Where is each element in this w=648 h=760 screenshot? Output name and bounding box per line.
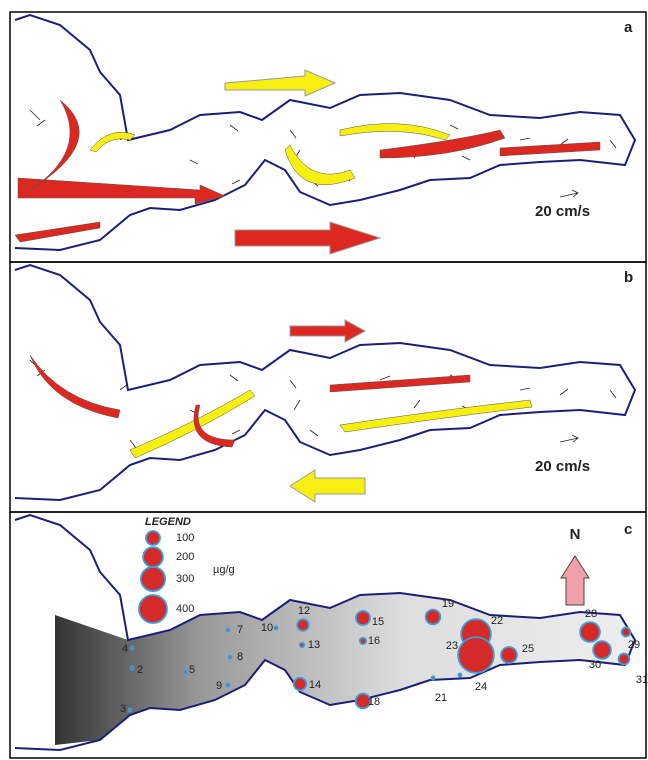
station-label: 28	[585, 608, 597, 620]
flow-arrow	[285, 145, 355, 185]
station-marker	[297, 619, 309, 631]
station-label: 29	[628, 639, 640, 651]
station-label: 30	[589, 659, 601, 671]
station-label: 23	[446, 640, 458, 652]
scale-arrow	[560, 190, 578, 197]
red-arrow	[235, 222, 380, 254]
legend-value: 300	[176, 573, 194, 585]
station-marker	[356, 611, 370, 625]
legend-value: 400	[176, 603, 194, 615]
station-marker	[226, 628, 229, 631]
station-label: 3	[120, 703, 126, 715]
station-marker	[458, 673, 461, 676]
station-label: 14	[309, 679, 321, 691]
panel-label: a	[624, 19, 633, 36]
station-label: 15	[372, 616, 384, 628]
station-label: 12	[298, 605, 310, 617]
station-marker	[130, 646, 133, 649]
station-label: 24	[475, 681, 487, 693]
station-marker	[593, 641, 611, 659]
north-arrow	[561, 556, 589, 605]
north-label: N	[570, 526, 581, 543]
station-marker	[501, 647, 517, 663]
station-label: 13	[308, 639, 320, 651]
station-label: 22	[491, 615, 503, 627]
station-marker	[580, 622, 600, 642]
station-marker	[622, 628, 631, 637]
station-label: 19	[442, 598, 454, 610]
flow-arrow	[500, 142, 600, 156]
station-label: 2	[137, 664, 143, 676]
legend-unit: µg/g	[213, 564, 235, 576]
station-label: 9	[216, 680, 222, 692]
scale-label: 20 cm/s	[535, 458, 590, 475]
legend-symbol	[143, 547, 163, 567]
station-marker	[458, 637, 494, 673]
flow-arrow	[340, 124, 450, 140]
legend-title: LEGEND	[145, 516, 191, 528]
red-arrow	[290, 320, 365, 342]
station-marker	[226, 683, 229, 686]
station-marker	[130, 666, 133, 669]
station-label: 4	[122, 643, 128, 655]
legend-symbol	[139, 595, 167, 623]
figure: 20 cm/s a 20 cm/s b N c LEGEND µg/g	[0, 0, 648, 760]
station-label: 10	[261, 622, 273, 634]
yellow-arrow	[225, 70, 335, 96]
station-label: 21	[435, 692, 447, 704]
station-marker	[360, 638, 366, 644]
legend-value: 100	[176, 532, 194, 544]
panel-c: N c LEGEND µg/g 100200300400234578910121…	[10, 512, 648, 758]
station-marker	[228, 655, 231, 658]
station-marker	[426, 610, 441, 625]
station-label: 16	[368, 635, 380, 647]
station-marker	[300, 643, 304, 647]
legend-value: 200	[176, 551, 194, 563]
panel-b: 20 cm/s b	[10, 262, 646, 512]
station-label: 8	[237, 651, 243, 663]
panel-label: b	[624, 269, 633, 286]
station-label: 25	[522, 643, 534, 655]
flow-arrow	[340, 400, 532, 432]
station-label: 7	[237, 624, 243, 636]
scale-label: 20 cm/s	[535, 203, 590, 220]
station-label: 31	[636, 674, 648, 686]
legend-symbol	[141, 567, 165, 591]
station-marker	[128, 708, 131, 711]
station-label: 18	[368, 696, 380, 708]
station-label: 5	[189, 664, 195, 676]
yellow-arrow	[290, 470, 365, 502]
scale-arrow	[560, 435, 578, 442]
flow-arrow	[30, 100, 79, 190]
flow-arrow	[330, 375, 470, 392]
flow-arrow	[15, 222, 100, 242]
panel-a: 20 cm/s a	[10, 12, 646, 262]
flow-arrow	[90, 132, 135, 152]
legend-symbol	[146, 531, 160, 545]
station-marker	[274, 626, 277, 629]
station-marker	[183, 670, 186, 673]
flow-arrow	[130, 390, 255, 458]
station-marker	[619, 654, 630, 665]
station-marker	[431, 676, 434, 679]
station-marker	[294, 678, 307, 691]
panel-label: c	[624, 521, 632, 538]
flow-arrow	[30, 355, 120, 418]
flow-arrow	[18, 178, 225, 204]
